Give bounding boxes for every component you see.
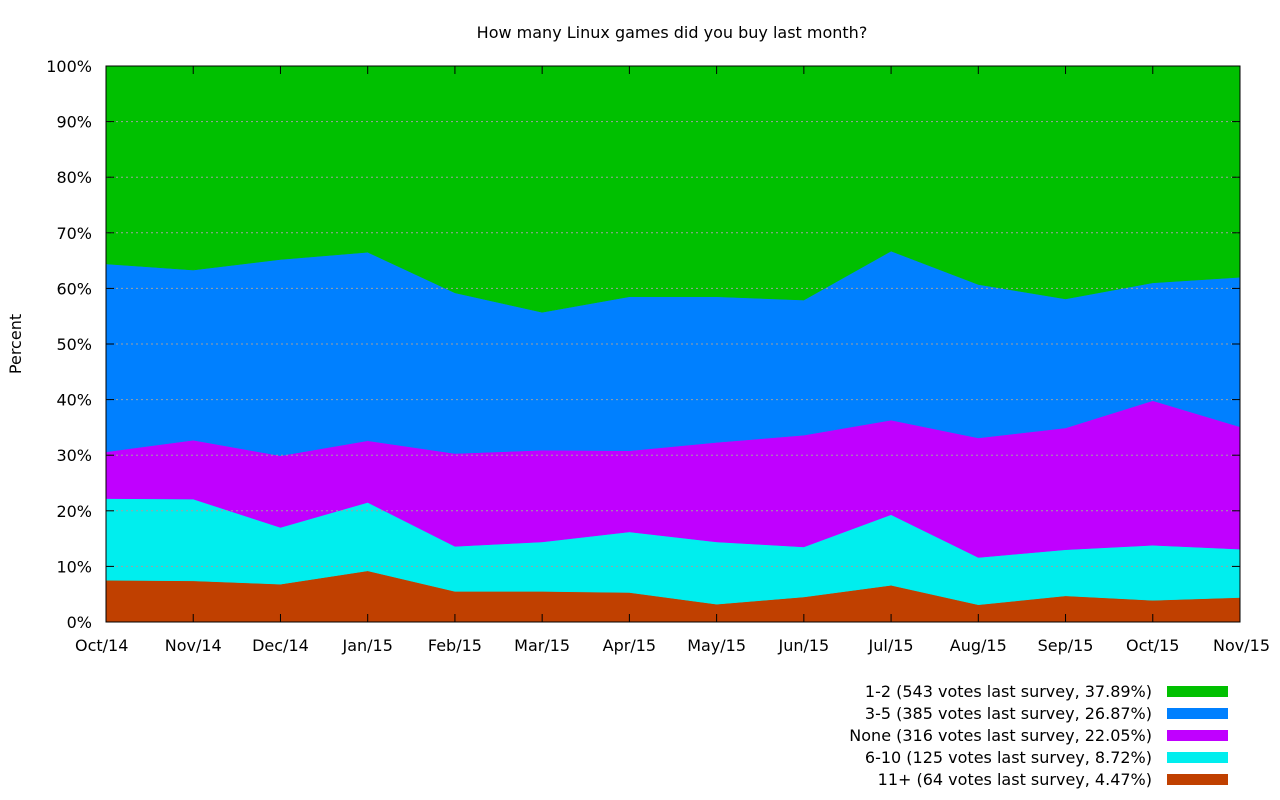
chart-title: How many Linux games did you buy last mo…: [477, 23, 868, 42]
y-tick-label: 80%: [56, 168, 92, 187]
y-tick-label: 50%: [56, 335, 92, 354]
x-tick-label: Mar/15: [514, 636, 570, 655]
y-tick-label: 20%: [56, 502, 92, 521]
legend-label: None (316 votes last survey, 22.05%): [849, 726, 1152, 745]
x-tick-label: Aug/15: [950, 636, 1007, 655]
area-series-group: [105, 65, 1241, 623]
x-tick-label: Apr/15: [603, 636, 656, 655]
legend: 1-2 (543 votes last survey, 37.89%) 3-5 (…: [849, 682, 1228, 789]
x-tick-label: May/15: [687, 636, 746, 655]
x-tick-label: Nov/15: [1213, 636, 1270, 655]
y-axis-label: Percent: [6, 314, 25, 374]
y-tick-label: 60%: [56, 279, 92, 298]
x-tick-label: Nov/14: [165, 636, 222, 655]
x-tick-label: Sep/15: [1038, 636, 1094, 655]
y-tick-label: 0%: [67, 613, 92, 632]
x-tick-label: Feb/15: [428, 636, 482, 655]
y-tick-label: 40%: [56, 391, 92, 410]
y-tick-label: 30%: [56, 446, 92, 465]
y-tick-label: 10%: [56, 557, 92, 576]
legend-label: 3-5 (385 votes last survey, 26.87%): [865, 704, 1152, 723]
legend-swatch: [1167, 774, 1228, 785]
legend-swatch: [1167, 752, 1228, 763]
legend-swatch: [1167, 686, 1228, 697]
legend-label: 6-10 (125 votes last survey, 8.72%): [865, 748, 1152, 767]
x-tick-label: Jul/15: [868, 636, 914, 655]
legend-swatch: [1167, 708, 1228, 719]
x-axis-ticks: Oct/14 Nov/14 Dec/14 Jan/15 Feb/15 Mar/15 Apr/…: [75, 66, 1270, 655]
x-tick-label: Oct/14: [75, 636, 128, 655]
legend-swatch: [1167, 730, 1228, 741]
legend-label: 11+ (64 votes last survey, 4.47%): [878, 770, 1152, 789]
y-tick-label: 90%: [56, 113, 92, 132]
x-tick-label: Oct/15: [1126, 636, 1179, 655]
x-tick-label: Jun/15: [777, 636, 829, 655]
x-tick-label: Jan/15: [341, 636, 392, 655]
gridlines: [106, 121, 1240, 567]
y-tick-label: 70%: [56, 224, 92, 243]
y-axis-ticks: 0% 10% 20% 30% 40% 50% 60% 70% 80% 90% 100%: [46, 57, 1240, 632]
x-tick-label: Dec/14: [252, 636, 309, 655]
y-tick-label: 100%: [46, 57, 92, 76]
legend-label: 1-2 (543 votes last survey, 37.89%): [865, 682, 1152, 701]
